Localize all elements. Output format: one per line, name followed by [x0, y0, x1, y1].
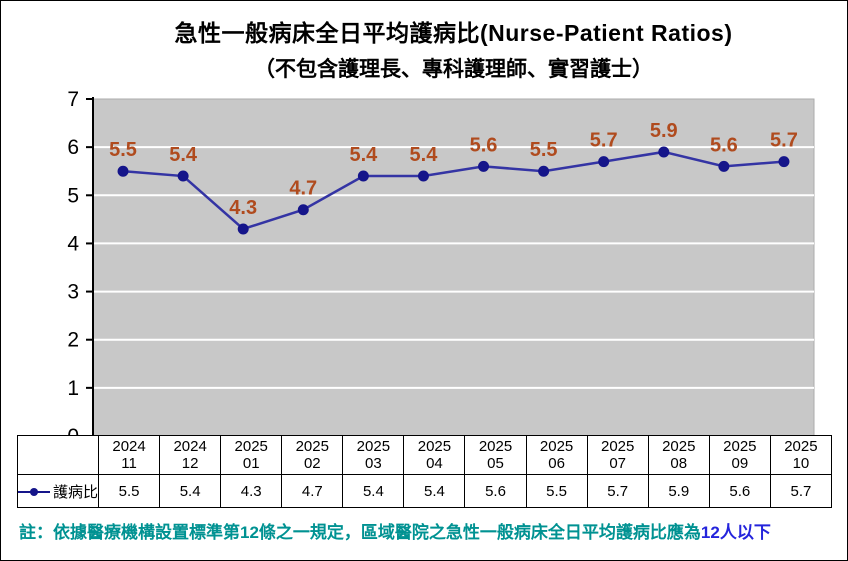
- y-axis-tick-label: 6: [67, 136, 79, 159]
- chart-subtitle: （不包含護理長、專科護理師、實習護士）: [254, 58, 653, 81]
- data-point-label: 4.7: [289, 178, 317, 200]
- table-corner-cell: [16, 435, 100, 475]
- table-header-cell: 2025 04: [403, 435, 466, 475]
- table-value-cell: 4.7: [281, 474, 344, 508]
- data-point-marker: [718, 160, 730, 172]
- data-point-label: 5.5: [109, 139, 137, 161]
- plot-background: [92, 98, 815, 437]
- table-header-cell: 2025 08: [647, 435, 710, 475]
- table-value-cell: 5.6: [708, 474, 771, 508]
- data-point-marker: [117, 165, 129, 177]
- table-header-cell: 2025 09: [708, 435, 771, 475]
- table-header-row: 2024 11 2024 12 2025 01 2025 02 2025 03 2025 04 2025…: [16, 435, 832, 475]
- data-point-marker: [778, 156, 790, 168]
- data-point-marker: [598, 156, 610, 168]
- table-header-cell: 2024 12: [159, 435, 222, 475]
- data-point-marker: [478, 160, 490, 172]
- table-value-cell: 5.4: [159, 474, 222, 508]
- table-header-cell: 2025 06: [525, 435, 588, 475]
- data-point-label: 5.4: [349, 144, 378, 166]
- data-point-marker: [658, 146, 670, 158]
- data-point-marker: [237, 223, 249, 235]
- y-axis-tick-label: 4: [67, 232, 79, 255]
- data-point-label: 4.3: [229, 197, 257, 219]
- table-header-cell: 2025 10: [769, 435, 832, 475]
- footnote-highlight: 12人以下: [700, 523, 771, 542]
- table-value-cell: 5.5: [525, 474, 588, 508]
- y-axis-tick-label: 1: [67, 377, 79, 400]
- table-value-cell: 5.5: [98, 474, 161, 508]
- data-point-label: 5.5: [530, 139, 558, 161]
- y-axis-tick-label: 5: [67, 184, 79, 207]
- series-line: [122, 150, 785, 231]
- data-table: 2024 11 2024 12 2025 01 2025 02 2025 03 2025 04 2025…: [16, 435, 832, 508]
- legend-cell: 護病比: [16, 474, 100, 508]
- data-point-label: 5.7: [590, 130, 618, 152]
- data-point-label: 5.7: [770, 130, 798, 152]
- table-value-cell: 4.3: [220, 474, 283, 508]
- line-chart-plot-area: 0 1 2 3 4 5 6 7 5.5 5.4 4.3 4.7 5.4 5.4 5.6 5.5 5.7 5.9 5.…: [67, 88, 815, 437]
- data-point-marker: [417, 170, 429, 182]
- data-point-marker: [538, 165, 550, 177]
- y-axis-tick-label: 2: [67, 329, 79, 352]
- series-legend-label: 護病比: [53, 483, 99, 501]
- data-point-label: 5.9: [650, 120, 678, 142]
- data-point-label: 5.4: [410, 144, 439, 166]
- table-value-row: 護病比 5.5 5.4 4.3 4.7 5.4 5.4 5.6 5.5 5.7 5.9 5.6 5.7: [16, 474, 832, 508]
- data-point-marker: [357, 170, 369, 182]
- series-legend-icon: [18, 484, 50, 501]
- chart-title: 急性一般病床全日平均護病比(Nurse-Patient Ratios): [174, 20, 733, 46]
- footnote-text: 註：依據醫療機構設置標準第12條之一規定，區域醫院之急性一般病床全日平均護病比應…: [19, 523, 701, 542]
- table-value-cell: 5.7: [769, 474, 832, 508]
- table-value-cell: 5.9: [647, 474, 710, 508]
- table-header-cell: 2025 01: [220, 435, 283, 475]
- table-header-cell: 2025 05: [464, 435, 527, 475]
- data-point-label: 5.6: [470, 134, 498, 156]
- table-value-cell: 5.6: [464, 474, 527, 508]
- table-header-cell: 2025 02: [281, 435, 344, 475]
- table-value-cell: 5.7: [586, 474, 649, 508]
- y-axis-tick-label: 0: [67, 425, 79, 437]
- table-value-cell: 5.4: [403, 474, 466, 508]
- y-axis-tick-label: 3: [67, 281, 79, 304]
- table-header-cell: 2024 11: [98, 435, 161, 475]
- data-point-label: 5.6: [710, 134, 738, 156]
- table-header-cell: 2025 07: [586, 435, 649, 475]
- data-point-marker: [177, 170, 189, 182]
- table-value-cell: 5.4: [342, 474, 405, 508]
- table-header-cell: 2025 03: [342, 435, 405, 475]
- data-point-marker: [297, 204, 309, 216]
- data-point-label: 5.4: [169, 144, 198, 166]
- y-axis-tick-label: 7: [67, 88, 79, 111]
- footnote: 註：依據醫療機構設置標準第12條之一規定，區域醫院之急性一般病床全日平均護病比應…: [19, 518, 771, 543]
